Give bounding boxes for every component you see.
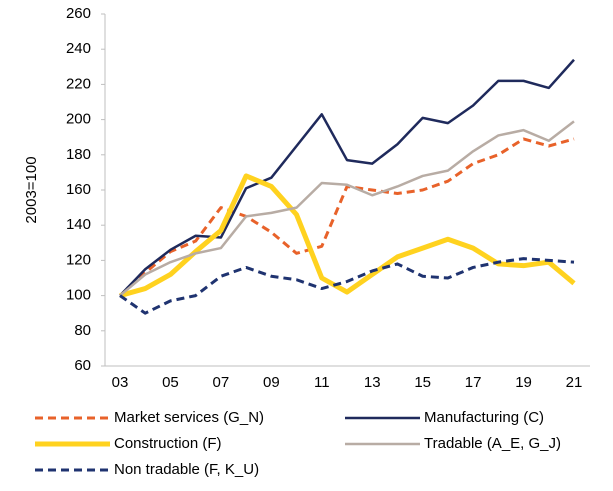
y-tick-label: 120 xyxy=(66,251,91,268)
legend-label: Tradable (A_E, G_J) xyxy=(424,435,561,452)
y-tick-label: 80 xyxy=(74,322,91,339)
x-tick-label: 03 xyxy=(112,374,129,391)
y-tick-label: 220 xyxy=(66,75,91,92)
x-tick-label: 07 xyxy=(213,374,230,391)
y-axis-label: 2003=100 xyxy=(23,156,40,223)
y-tick-label: 60 xyxy=(74,357,91,374)
series-line xyxy=(118,137,575,297)
x-tick-label: 17 xyxy=(465,374,482,391)
y-tick-label: 100 xyxy=(66,287,91,304)
series-line xyxy=(119,173,576,299)
x-tick-label: 15 xyxy=(414,374,431,391)
x-tick-label: 11 xyxy=(314,374,330,391)
x-tick-label: 21 xyxy=(566,374,583,391)
y-tick-label: 140 xyxy=(66,216,91,233)
legend-label: Construction (F) xyxy=(114,435,222,452)
legend-label: Market services (G_N) xyxy=(114,409,264,426)
y-tick-label: 200 xyxy=(66,111,91,128)
y-tick-label: 240 xyxy=(66,40,91,57)
x-tick-label: 19 xyxy=(515,374,532,391)
x-tick-label: 13 xyxy=(364,374,381,391)
y-tick-label: 160 xyxy=(66,181,91,198)
series-line xyxy=(119,58,575,297)
legend-label: Non tradable (F, K_U) xyxy=(114,461,259,478)
y-tick-label: 180 xyxy=(66,146,91,163)
series-line xyxy=(119,257,575,315)
legend-label: Manufacturing (C) xyxy=(424,409,544,426)
x-tick-label: 09 xyxy=(263,374,280,391)
y-tick-label: 260 xyxy=(66,5,91,22)
series-line xyxy=(119,120,575,297)
x-tick-label: 05 xyxy=(162,374,179,391)
